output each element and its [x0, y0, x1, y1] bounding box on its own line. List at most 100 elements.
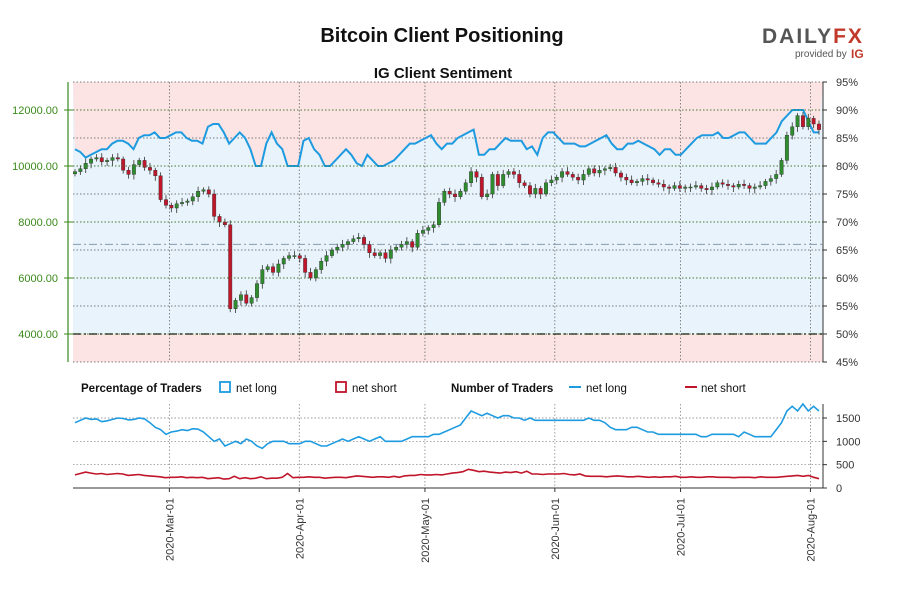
net-long-pct-line	[74, 109, 819, 168]
legend-pct-long-swatch	[219, 381, 231, 393]
candle-body	[303, 258, 308, 273]
candle-body	[629, 179, 634, 183]
traders-tick-label: 500	[836, 460, 854, 472]
candle-body	[549, 179, 554, 183]
candle-body	[469, 171, 474, 184]
main-panel: 45% 50% 55% 60% 65% 70% 75% 80% 85% 90% 95% 4000.00…	[12, 77, 858, 369]
candle-body	[710, 186, 714, 190]
candle-body	[222, 221, 227, 225]
logo-partner: IG	[851, 47, 864, 61]
candle-body	[271, 266, 275, 273]
candle-body	[308, 272, 313, 279]
date-tick-label: 2020-Apr-01	[294, 498, 306, 559]
candle-body	[410, 241, 415, 248]
candle-body	[313, 269, 318, 279]
candle-body	[426, 227, 431, 231]
candle-body	[201, 189, 206, 192]
price-tick-label: 8000.00	[18, 217, 58, 229]
candle-body	[544, 182, 548, 195]
candle-body	[249, 297, 254, 304]
legend-num-heading: Number of Traders	[451, 383, 553, 395]
logo-brand: DAILYFX	[762, 25, 864, 48]
candle-body	[731, 185, 736, 188]
candle-body	[752, 186, 757, 189]
candle-body	[99, 157, 104, 163]
candle-body	[608, 167, 613, 169]
candle-body	[490, 174, 495, 195]
candle-body	[517, 174, 522, 183]
legend-num-short: net short	[701, 383, 747, 395]
price-tick-label: 10000.00	[12, 161, 58, 173]
candle-body	[693, 185, 698, 188]
net-short-area	[73, 82, 823, 166]
candle-body	[560, 171, 565, 178]
candle-body	[233, 300, 238, 309]
candle-body	[281, 258, 286, 265]
candle-body	[367, 244, 372, 253]
price-tick-label: 12000.00	[12, 105, 58, 117]
candle-body	[736, 183, 741, 188]
candle-body	[592, 168, 597, 174]
candle-body	[244, 294, 249, 304]
traders-tick-label: 1500	[836, 413, 860, 425]
candle-body	[121, 158, 126, 171]
candle-body	[624, 176, 629, 181]
pct-tick-label: 65%	[836, 245, 858, 257]
candle-body	[538, 188, 543, 195]
date-tick-label: 2020-Aug-01	[805, 498, 817, 562]
date-tick-label: 2020-May-01	[420, 498, 432, 563]
candle-body	[89, 158, 93, 164]
candle-body	[619, 172, 623, 178]
pct-tick-label: 95%	[836, 77, 858, 89]
candle-body	[148, 167, 152, 171]
date-axis: 2020-Mar-01 2020-Apr-01 2020-May-01 2020-Ju…	[164, 488, 817, 563]
date-tick-label: 2020-Jun-01	[550, 498, 562, 560]
pct-tick-label: 45%	[836, 357, 858, 369]
candle-body	[126, 169, 131, 175]
traders-net-short-line	[74, 468, 820, 480]
candle-body	[340, 244, 345, 248]
candle-body	[372, 252, 377, 256]
candle-body	[383, 252, 388, 259]
legend-num-long: net long	[586, 383, 627, 395]
candle-body	[437, 202, 441, 225]
pct-tick-label: 75%	[836, 189, 858, 201]
candle-body	[811, 118, 816, 125]
candle-body	[431, 224, 436, 228]
candle-body	[228, 224, 233, 310]
candle-body	[164, 199, 168, 206]
candle-body	[420, 230, 425, 234]
candle-body	[715, 182, 720, 188]
logo-provided-by: provided by	[795, 49, 847, 60]
candle-body	[806, 118, 811, 128]
candle-body	[297, 255, 302, 259]
price-tick-label: 4000.00	[18, 329, 58, 341]
pct-tick-label: 70%	[836, 217, 858, 229]
candle-body	[672, 185, 677, 189]
candle-body	[640, 178, 645, 182]
net-short-zone	[73, 334, 823, 362]
candle-body	[795, 115, 800, 127]
candle-body	[404, 241, 409, 245]
candle-body	[329, 249, 334, 256]
price-tick-label: 6000.00	[18, 273, 58, 285]
candle-body	[287, 255, 292, 259]
candle-body	[565, 171, 570, 175]
candle-body	[378, 252, 383, 256]
traders-net-long-line	[74, 402, 820, 450]
candle-body	[324, 255, 329, 262]
candle-body	[554, 176, 559, 181]
candle-body	[511, 171, 516, 175]
candle-body	[533, 188, 538, 195]
chart-title: Bitcoin Client Positioning	[320, 25, 563, 47]
candle-body	[774, 174, 779, 179]
candle-body	[768, 178, 773, 182]
chart-subtitle: IG Client Sentiment	[374, 65, 512, 82]
candle-body	[265, 266, 270, 270]
candle-body	[388, 249, 393, 259]
candle-body	[699, 185, 704, 189]
legend-pct-long: net long	[236, 383, 277, 395]
candle-body	[212, 193, 217, 217]
date-tick-label: 2020-Mar-01	[164, 498, 176, 561]
